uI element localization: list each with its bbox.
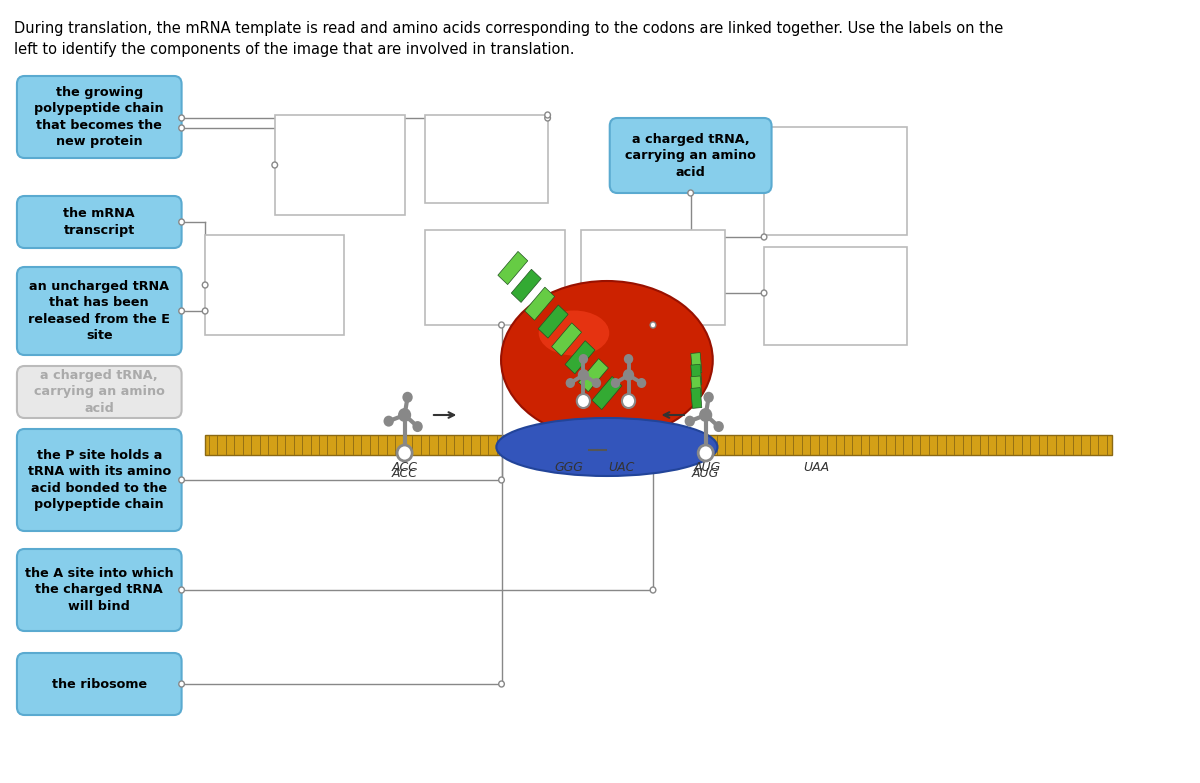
Text: an uncharged tRNA
that has been
released from the E
site: an uncharged tRNA that has been released… [29, 280, 170, 342]
Circle shape [179, 115, 185, 121]
Ellipse shape [539, 311, 610, 355]
Polygon shape [565, 341, 595, 373]
Circle shape [179, 477, 185, 483]
Circle shape [650, 322, 656, 328]
Bar [425, 230, 564, 325]
Polygon shape [691, 364, 702, 385]
Circle shape [499, 322, 504, 328]
Circle shape [685, 416, 695, 427]
Text: the growing
polypeptide chain
that becomes the
new protein: the growing polypeptide chain that becom… [35, 86, 164, 148]
Text: ACC: ACC [391, 461, 418, 474]
Circle shape [402, 392, 413, 402]
Circle shape [714, 421, 724, 432]
Circle shape [397, 445, 412, 461]
Polygon shape [524, 287, 554, 320]
FancyBboxPatch shape [17, 549, 181, 631]
Circle shape [179, 587, 185, 593]
Circle shape [545, 115, 551, 121]
Text: During translation, the mRNA template is read and amino acids corresponding to t: During translation, the mRNA template is… [14, 21, 1003, 57]
Circle shape [203, 308, 208, 314]
Polygon shape [592, 377, 622, 410]
Bar [764, 247, 907, 345]
Circle shape [545, 112, 551, 118]
Circle shape [592, 378, 601, 388]
Circle shape [624, 354, 634, 364]
Text: the A site into which
the charged tRNA
will bind: the A site into which the charged tRNA w… [25, 567, 174, 613]
Circle shape [637, 378, 647, 388]
Bar [425, 115, 547, 203]
Bar [205, 435, 1112, 455]
Polygon shape [691, 376, 702, 397]
Bar [764, 127, 907, 235]
Circle shape [688, 190, 694, 196]
Circle shape [499, 477, 504, 483]
FancyBboxPatch shape [17, 196, 181, 248]
Circle shape [578, 354, 588, 364]
FancyBboxPatch shape [17, 366, 181, 418]
Circle shape [611, 378, 620, 388]
Circle shape [761, 234, 767, 240]
Circle shape [179, 308, 185, 314]
Circle shape [565, 378, 575, 388]
Circle shape [761, 290, 767, 296]
FancyBboxPatch shape [610, 118, 772, 193]
Circle shape [623, 369, 634, 381]
Polygon shape [691, 352, 702, 373]
Circle shape [179, 681, 185, 687]
Polygon shape [498, 251, 528, 284]
Text: AUG: AUG [692, 467, 719, 480]
FancyBboxPatch shape [17, 267, 181, 355]
Circle shape [272, 162, 277, 168]
Text: GGG: GGG [554, 461, 583, 474]
Text: AUG: AUG [694, 461, 721, 474]
Circle shape [577, 394, 590, 408]
Circle shape [179, 219, 185, 225]
Polygon shape [511, 269, 541, 302]
FancyBboxPatch shape [17, 429, 181, 531]
Polygon shape [538, 305, 568, 338]
Text: a charged tRNA,
carrying an amino
acid: a charged tRNA, carrying an amino acid [34, 369, 164, 415]
Text: the ribosome: the ribosome [52, 677, 146, 691]
Circle shape [703, 392, 714, 402]
Bar [582, 230, 725, 325]
Circle shape [398, 408, 412, 422]
Circle shape [413, 421, 422, 432]
Text: UAA: UAA [804, 461, 829, 474]
Circle shape [700, 408, 713, 422]
Polygon shape [691, 388, 702, 409]
Text: a charged tRNA,
carrying an amino
acid: a charged tRNA, carrying an amino acid [625, 132, 756, 179]
Circle shape [650, 587, 656, 593]
Text: UAC: UAC [608, 461, 635, 474]
Ellipse shape [502, 281, 713, 439]
Text: the P site holds a
tRNA with its amino
acid bonded to the
polypeptide chain: the P site holds a tRNA with its amino a… [28, 449, 170, 511]
Polygon shape [552, 323, 582, 356]
Circle shape [698, 445, 713, 461]
Bar [275, 115, 404, 215]
Bar [205, 235, 344, 335]
Circle shape [384, 416, 394, 427]
Circle shape [499, 681, 504, 687]
Text: the mRNA
transcript: the mRNA transcript [64, 207, 136, 236]
Polygon shape [578, 359, 608, 392]
Ellipse shape [497, 418, 718, 476]
Circle shape [577, 369, 589, 381]
Circle shape [203, 282, 208, 288]
Text: ACC: ACC [391, 467, 418, 480]
FancyBboxPatch shape [17, 76, 181, 158]
Circle shape [622, 394, 635, 408]
FancyBboxPatch shape [17, 653, 181, 715]
Circle shape [179, 125, 185, 131]
